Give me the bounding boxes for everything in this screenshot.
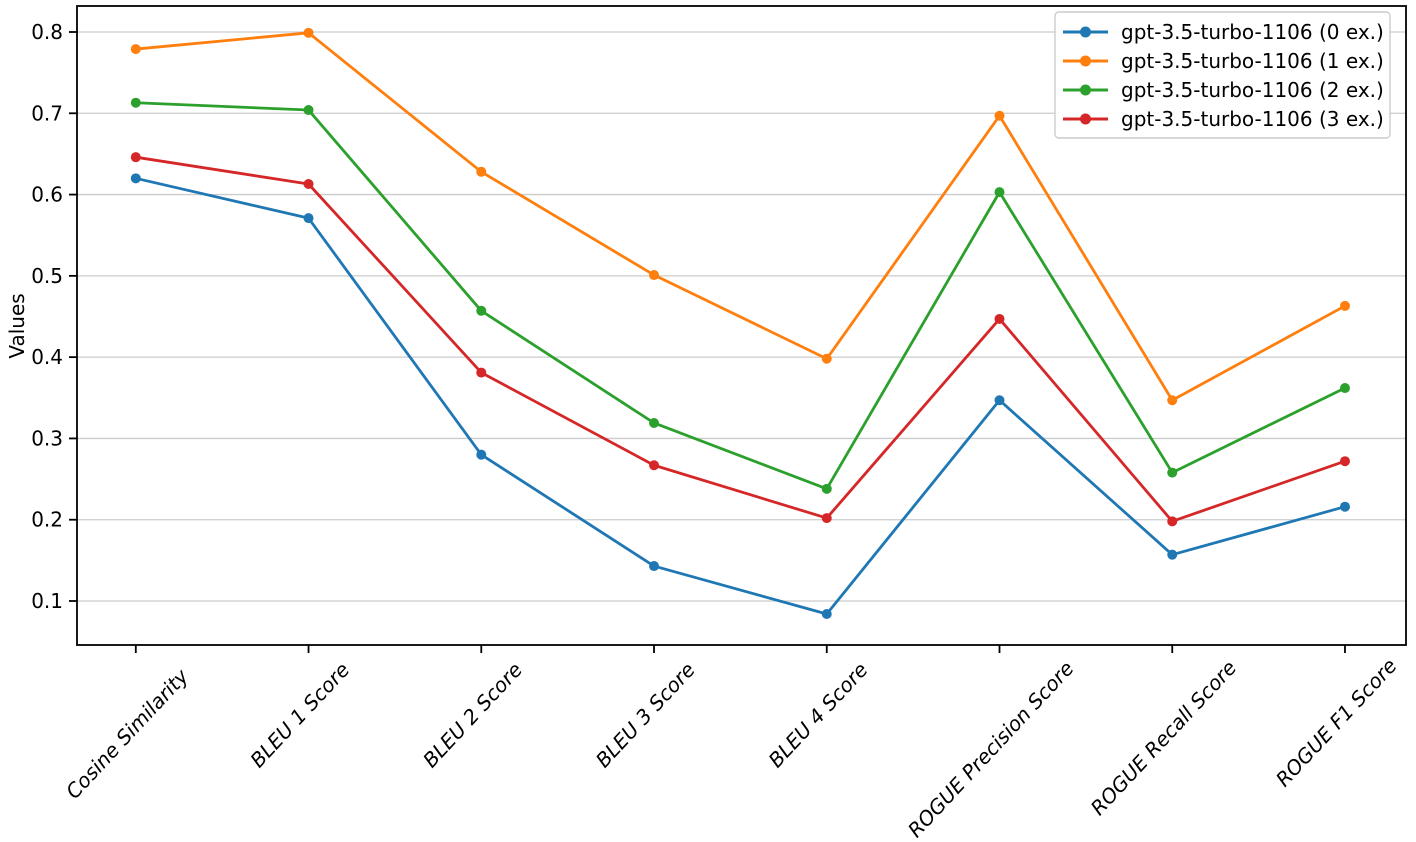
legend-marker: [1080, 55, 1091, 67]
y-tick-label: 0.5: [31, 264, 63, 288]
data-point: [1167, 516, 1178, 527]
y-tick-label: 0.6: [31, 183, 63, 207]
legend-label: gpt-3.5-turbo-1106 (1 ex.): [1121, 49, 1384, 73]
series-line: [134, 31, 1347, 402]
data-point: [130, 152, 141, 163]
data-point: [303, 213, 314, 224]
data-point: [649, 417, 660, 428]
grid-layer: [77, 31, 1406, 602]
legend-label: gpt-3.5-turbo-1106 (2 ex.): [1121, 78, 1384, 102]
data-point: [476, 367, 487, 378]
x-tick-label: BLEU 2 Score: [418, 658, 527, 772]
legend-label: gpt-3.5-turbo-1106 (0 ex.): [1121, 20, 1384, 44]
data-point: [476, 305, 487, 316]
series-line: [134, 176, 1347, 616]
y-tick-label: 0.3: [31, 426, 63, 450]
data-point: [821, 353, 832, 364]
y-axis-label: Values: [5, 293, 29, 358]
y-axis: 0.1 0.2 0.3 0.4 0.5 0.6 0.7 0.8: [31, 20, 77, 613]
legend-marker: [1080, 84, 1091, 96]
data-point: [1167, 467, 1178, 478]
data-point: [303, 179, 314, 190]
data-point: [130, 173, 141, 184]
data-point: [1339, 383, 1350, 394]
series-layer: [130, 27, 1350, 620]
data-point: [1339, 501, 1350, 512]
series-line: [134, 101, 1347, 491]
data-point: [130, 97, 141, 108]
legend-box: [1054, 11, 1391, 139]
legend-marker: [1080, 26, 1091, 38]
data-point: [821, 513, 832, 524]
x-tick-label: Cosine Similarity: [61, 663, 194, 803]
data-point: [821, 609, 832, 620]
y-tick-label: 0.4: [31, 345, 63, 369]
y-tick-label: 0.7: [31, 101, 63, 125]
x-axis: Cosine Similarity BLEU 1 Score BLEU 2 Scor…: [61, 645, 1402, 842]
data-point: [994, 313, 1005, 324]
data-point: [649, 561, 660, 572]
x-tick-label: ROGUE F1 Score: [1271, 654, 1402, 792]
x-tick-label: ROGUE Precision Score: [903, 656, 1079, 842]
x-tick-label: BLEU 4 Score: [764, 658, 873, 772]
x-tick-label: ROGUE Recall Score: [1086, 656, 1241, 820]
x-tick-label: BLEU 1 Score: [245, 658, 354, 772]
data-point: [821, 483, 832, 494]
data-point: [1339, 456, 1350, 467]
series-line: [134, 155, 1347, 523]
x-tick-label: BLEU 3 Score: [591, 658, 700, 772]
data-point: [476, 166, 487, 177]
data-point: [1167, 549, 1178, 560]
legend: gpt-3.5-turbo-1106 (0 ex.) gpt-3.5-turbo-…: [1054, 11, 1391, 139]
y-tick-label: 0.8: [31, 20, 63, 44]
data-point: [994, 187, 1005, 198]
plot-border: [76, 5, 1407, 646]
data-point: [476, 449, 487, 460]
legend-marker: [1080, 113, 1091, 125]
y-tick-label: 0.1: [31, 589, 63, 613]
data-point: [649, 460, 660, 471]
data-point: [994, 395, 1005, 406]
data-point: [303, 27, 314, 38]
data-point: [130, 44, 141, 55]
data-point: [994, 110, 1005, 121]
data-point: [303, 105, 314, 116]
data-point: [1167, 395, 1178, 406]
legend-label: gpt-3.5-turbo-1106 (3 ex.): [1121, 107, 1384, 131]
data-point: [649, 270, 660, 281]
y-tick-label: 0.2: [31, 508, 63, 532]
data-point: [1339, 300, 1350, 311]
